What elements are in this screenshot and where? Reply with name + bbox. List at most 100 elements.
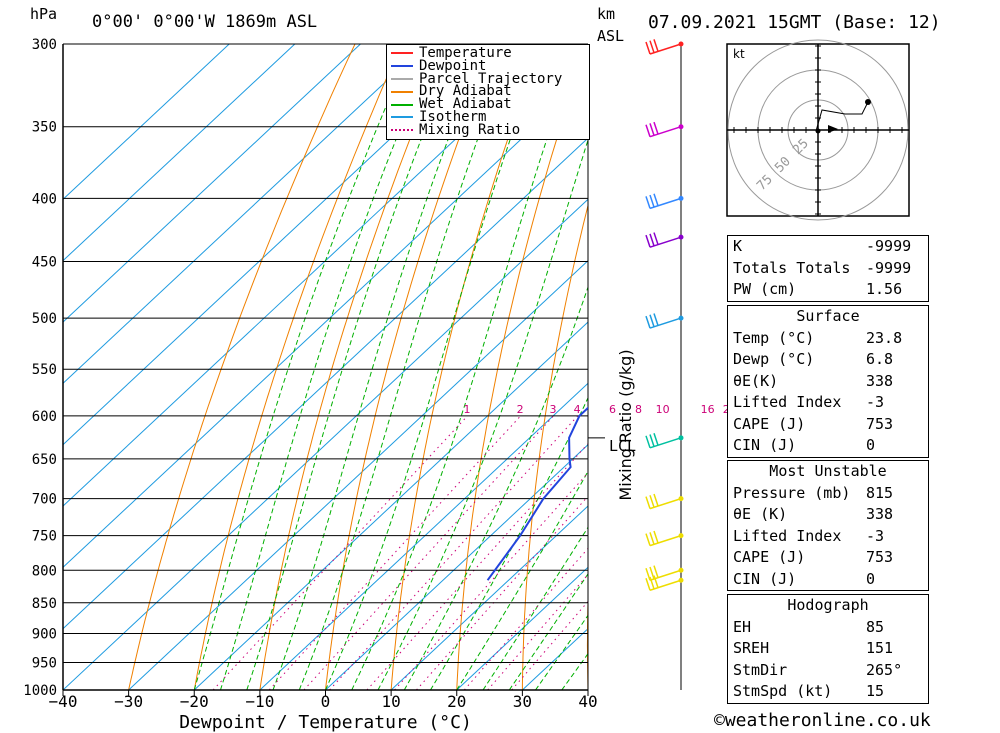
index-value: 23.8 xyxy=(866,328,903,347)
hodograph-end-dot xyxy=(865,99,871,105)
x-tick-label: 0 xyxy=(321,692,331,711)
index-label: Lifted Index xyxy=(733,393,842,411)
dry-adiabat-line xyxy=(259,44,449,690)
index-row: StmSpd (kt) 15 xyxy=(728,681,928,703)
index-label: CIN (J) xyxy=(733,436,797,454)
index-value: 753 xyxy=(866,414,894,433)
chart-legend: Temperature Dewpoint Parcel Trajectory Dry … xyxy=(386,44,590,140)
isotherm-line xyxy=(63,198,588,690)
wind-barb xyxy=(645,575,682,591)
y-tick-label: 950 xyxy=(32,655,57,671)
mixing-ratio-label: 4 xyxy=(574,403,581,416)
wind-barb xyxy=(645,193,682,210)
index-row: K -9999 xyxy=(728,236,928,258)
wet-adiabat-line xyxy=(508,573,588,690)
wind-barb xyxy=(645,232,682,248)
mixing-ratio-label: 8 xyxy=(635,403,642,416)
index-label: Temp (°C) xyxy=(733,328,815,347)
hodograph-indices-table: Hodograph EH 85 SREH 151 StmDir 265° StmSpd (kt… xyxy=(727,594,929,704)
general-indices-table: K -9999 Totals Totals -9999 PW (cm) 1.56 xyxy=(727,235,929,302)
legend-item: Dewpoint xyxy=(387,57,589,74)
isotherm-line xyxy=(325,443,588,690)
mixing-ratio-labels: 12346810162025 xyxy=(463,403,759,416)
wind-barb xyxy=(645,493,682,510)
index-value: 265° xyxy=(866,660,903,679)
y-tick-label: 650 xyxy=(32,452,57,468)
index-label: StmSpd (kt) xyxy=(733,682,833,700)
index-label: Totals Totals xyxy=(733,258,851,277)
isotherm-line xyxy=(63,44,296,262)
index-value: 0 xyxy=(866,569,876,588)
legend-item: Wet Adiabat xyxy=(387,96,589,113)
surface-indices-table: Surface Temp (°C) 23.8 Dewp (°C) 6.8 θE(K) 338… xyxy=(727,305,929,458)
y-tick-label: 600 xyxy=(32,409,57,425)
dry-adiabat-line xyxy=(390,44,542,690)
y-tick-label: 750 xyxy=(32,529,57,545)
legend-label: Wet Adiabat xyxy=(419,96,512,113)
index-row: Lifted Index -3 xyxy=(728,392,928,414)
index-row: CAPE (J) 753 xyxy=(728,547,928,569)
mixing-ratio-line xyxy=(329,415,579,690)
most-unstable-table: Most Unstable Pressure (mb) 815 θE (K) 338 Li… xyxy=(727,460,929,591)
y-tick-label: 300 xyxy=(32,37,57,53)
x-tick-label: 20 xyxy=(447,692,466,711)
isotherm-line xyxy=(63,44,558,507)
isotherm-line xyxy=(63,44,427,385)
index-row: SREH 151 xyxy=(728,638,928,660)
legend-label: Parcel Trajectory xyxy=(419,70,563,87)
index-label: StmDir xyxy=(733,660,788,679)
index-row: CAPE (J) 753 xyxy=(728,414,928,436)
legend-label: Mixing Ratio xyxy=(419,121,521,138)
dry-adiabat-line xyxy=(325,44,495,690)
hpa-axis-title: hPa xyxy=(30,5,58,23)
x-tick-label: 30 xyxy=(513,692,532,711)
index-value: 0 xyxy=(866,436,876,454)
mixing-ratio-line xyxy=(268,415,521,690)
index-value: 338 xyxy=(866,371,894,390)
wind-barb xyxy=(645,565,682,581)
index-value: 151 xyxy=(866,639,894,657)
index-label: Dewp (°C) xyxy=(733,350,815,368)
mixing-ratio-label: 6 xyxy=(609,403,616,416)
hodograph-trace xyxy=(815,101,869,132)
index-row: CIN (J) 0 xyxy=(728,435,928,457)
index-row: Lifted Index -3 xyxy=(728,526,928,548)
index-row: EH 85 xyxy=(728,617,928,639)
index-value: 753 xyxy=(866,548,894,566)
mixing-ratio-line xyxy=(303,415,554,690)
index-row: Temp (°C) 23.8 xyxy=(728,328,928,350)
legend-swatch xyxy=(391,103,413,106)
x-tick-label: −40 xyxy=(49,692,78,711)
legend-item: Parcel Trajectory xyxy=(387,70,589,87)
mixing-ratio-line xyxy=(394,472,588,690)
wind-barb xyxy=(645,313,682,329)
wet-adiabat-line xyxy=(246,44,460,690)
wind-profile xyxy=(645,39,684,690)
legend-label: Dewpoint xyxy=(419,57,487,74)
legend-swatch xyxy=(391,52,413,55)
legend-item: Isotherm xyxy=(387,108,589,125)
table-section-title: Hodograph xyxy=(787,596,869,614)
dry-adiabat-line xyxy=(992,44,1000,690)
index-value: 15 xyxy=(866,682,885,700)
mixing-ratio-axis-label: Mixing Ratio (g/kg) xyxy=(616,349,635,500)
x-tick-label: −30 xyxy=(114,692,143,711)
table-section-title: Most Unstable xyxy=(769,462,887,480)
wind-barb xyxy=(645,39,682,55)
x-axis-label: Dewpoint / Temperature (°C) xyxy=(179,712,472,733)
storm-motion-arrow xyxy=(828,125,838,133)
mixing-ratio-line xyxy=(366,442,588,690)
index-row: θE (K) 338 xyxy=(728,504,928,526)
mixing-ratio-label: 3 xyxy=(550,403,557,416)
isotherm-line xyxy=(128,259,588,690)
legend-label: Isotherm xyxy=(419,108,487,125)
y-tick-label: 500 xyxy=(32,311,57,327)
index-label: CAPE (J) xyxy=(733,548,806,566)
hodograph-origin-dot xyxy=(815,128,821,134)
axis-ticks: −40 −30 −20 −10 0 10 20 30 40 Dewpoint / Temperat… xyxy=(49,349,635,733)
index-row: Totals Totals -9999 xyxy=(728,258,928,280)
sounding-traces xyxy=(486,261,588,581)
y-tick-label: 900 xyxy=(32,626,57,642)
